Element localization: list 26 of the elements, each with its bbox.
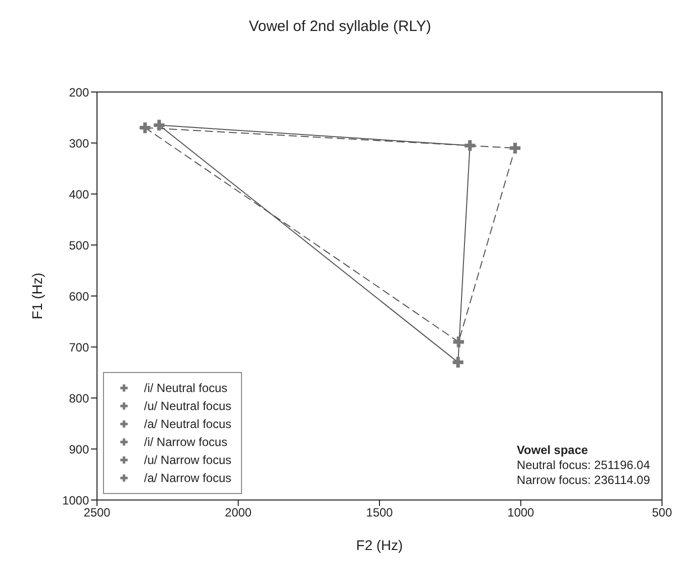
y-tick-label: 200 [68,85,90,100]
x-axis-title: F2 (Hz) [356,537,403,553]
annotation: Vowel space [516,443,589,458]
legend-label: /i/ Narrow focus [144,435,228,449]
y-tick-label: 700 [68,340,90,354]
x-tick-label: 1500 [366,506,394,520]
y-tick-label: 900 [68,442,90,456]
legend-label: /a/ Narrow focus [144,471,232,485]
y-tick-label: 300 [68,136,90,150]
x-tick-label: 500 [652,506,672,520]
y-tick-label: 800 [68,391,90,406]
annotation: Narrow focus: 236114.09 [516,473,650,488]
x-tick-label: 2500 [84,506,111,520]
x-tick-label: 2000 [224,506,252,520]
y-axis-title: F1 (Hz) [28,272,45,320]
y-tick-label: 400 [68,187,90,202]
legend-label: /i/ Neutral focus [144,381,228,395]
annotation: Neutral focus: 251196.04 [516,458,650,473]
chart-title: Vowel of 2nd syllable (RLY) [248,18,432,35]
x-tick-label: 1000 [507,506,534,520]
y-tick-label: 1000 [62,493,90,508]
y-tick-label: 600 [68,289,90,304]
y-tick-label: 500 [68,238,90,252]
legend-label: /a/ Neutral focus [144,417,232,431]
legend-label: /u/ Neutral focus [144,399,232,413]
legend-label: /u/ Narrow focus [144,453,232,467]
